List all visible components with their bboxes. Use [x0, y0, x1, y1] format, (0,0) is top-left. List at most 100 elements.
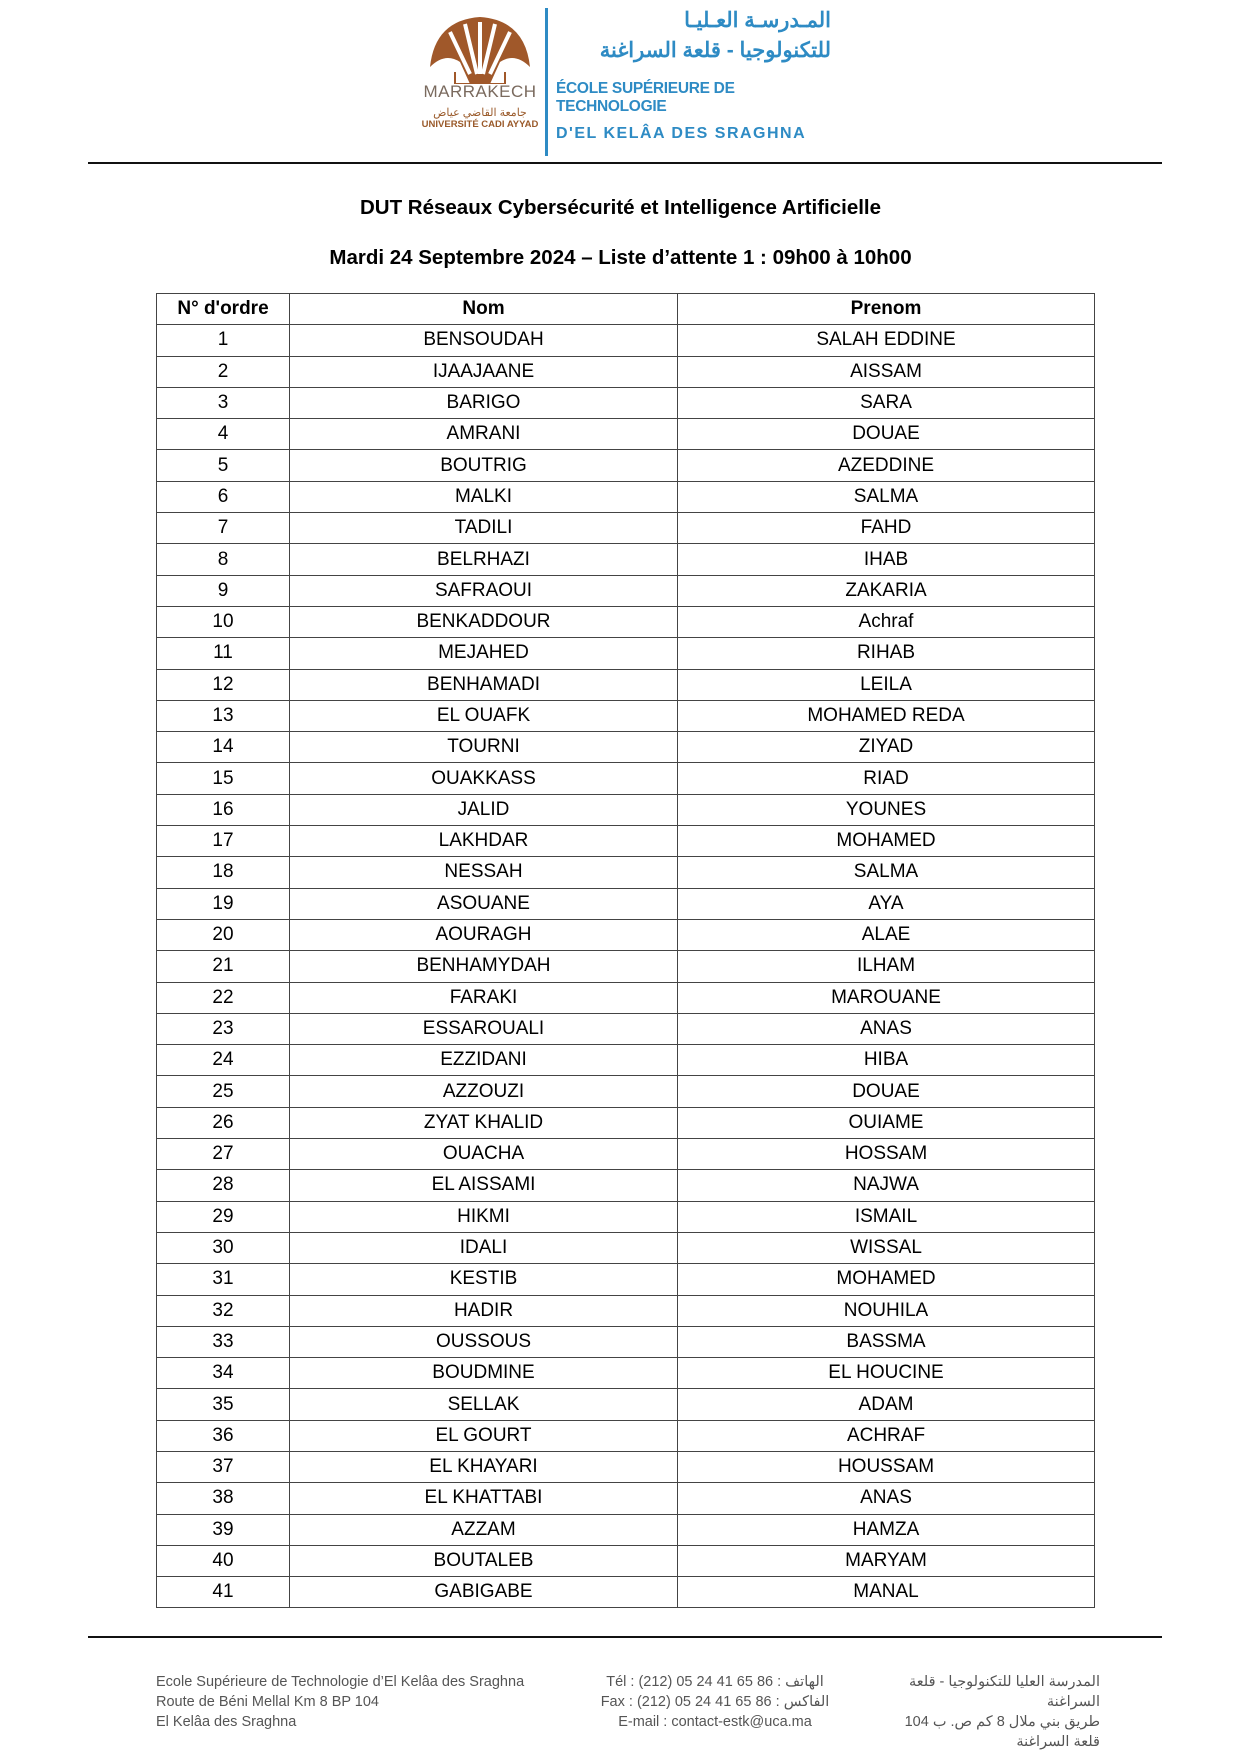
- table-row: 16 JALID YOUNES: [156, 793, 1095, 827]
- cell-nom: NESSAH: [289, 856, 678, 889]
- cell-nom: EZZIDANI: [289, 1044, 678, 1077]
- cell-nom: ESSAROUALI: [289, 1012, 678, 1046]
- cell-nom: HADIR: [289, 1294, 678, 1327]
- school-name-ar-2: للتكنولوجيا - قلعة السراغنة: [599, 39, 831, 62]
- cell-order: 1: [156, 324, 290, 357]
- table-row: 22 FARAKI MAROUANE: [156, 981, 1095, 1014]
- cell-order: 17: [156, 825, 290, 858]
- header-order: N° d'ordre: [156, 292, 290, 326]
- cell-nom: FARAKI: [289, 981, 678, 1014]
- cell-prenom: AISSAM: [677, 355, 1095, 388]
- document-title: DUT Réseaux Cybersécurité et Intelligenc…: [359, 196, 882, 219]
- cell-order: 2: [156, 355, 290, 388]
- cell-prenom: Achraf: [677, 605, 1095, 639]
- cell-nom: MEJAHED: [289, 637, 678, 670]
- cell-prenom: IHAB: [677, 543, 1095, 576]
- table-row: 17 LAKHDAR MOHAMED: [156, 825, 1095, 858]
- cell-order: 6: [156, 480, 290, 514]
- cell-nom: AMRANI: [289, 418, 678, 451]
- table-row: 29 HIKMI ISMAIL: [156, 1200, 1095, 1233]
- table-row: 19 ASOUANE AYA: [156, 887, 1095, 920]
- table-row: 34 BOUDMINE EL HOUCINE: [156, 1357, 1095, 1390]
- cell-order: 15: [156, 762, 290, 795]
- footer-line: Ecole Supérieure de Technologie d’El Kel…: [156, 1674, 525, 1690]
- cell-order: 35: [156, 1388, 290, 1421]
- cell-order: 26: [156, 1106, 290, 1140]
- table-row: 37 EL KHAYARI HOUSSAM: [156, 1450, 1095, 1484]
- cell-order: 9: [156, 574, 290, 607]
- cell-prenom: EL HOUCINE: [677, 1357, 1095, 1390]
- cell-prenom: NOUHILA: [677, 1294, 1095, 1327]
- table-row: 25 AZZOUZI DOUAE: [156, 1075, 1095, 1108]
- cell-order: 21: [156, 950, 290, 983]
- cell-prenom: AYA: [677, 887, 1095, 920]
- cell-order: 13: [156, 699, 290, 733]
- cell-prenom: ADAM: [677, 1388, 1095, 1421]
- cell-prenom: ALAE: [677, 918, 1095, 952]
- cell-prenom: RIAD: [677, 762, 1095, 795]
- footer-phone: Tél : (212) 05 24 41 65 86 : الهاتف: [606, 1674, 824, 1690]
- table-row: 23 ESSAROUALI ANAS: [156, 1012, 1095, 1046]
- logo-university: UNIVERSITÉ CADI AYYAD: [421, 119, 539, 130]
- footer-line: طريق بني ملال 8 كم ص. ب 104: [904, 1714, 1100, 1730]
- footer-fax: Fax : (212) 05 24 41 65 86 : الفاكس: [600, 1694, 830, 1710]
- footer-line: El Kelâa des Sraghna: [156, 1714, 297, 1730]
- cell-prenom: HOSSAM: [677, 1138, 1095, 1171]
- cell-prenom: SARA: [677, 386, 1095, 420]
- table-row: 6 MALKI SALMA: [156, 480, 1095, 514]
- footer-rule: [88, 1636, 1162, 1638]
- school-name-ar-1: المـدرسـة العـليـا: [684, 9, 831, 32]
- cell-order: 36: [156, 1419, 290, 1452]
- table-row: 27 OUACHA HOSSAM: [156, 1138, 1095, 1171]
- cell-prenom: ANAS: [677, 1482, 1095, 1515]
- cell-order: 23: [156, 1012, 290, 1046]
- cell-nom: KESTIB: [289, 1263, 678, 1296]
- cell-prenom: ANAS: [677, 1012, 1095, 1046]
- table-row: 30 IDALI WISSAL: [156, 1231, 1095, 1265]
- cell-prenom: ILHAM: [677, 950, 1095, 983]
- cell-prenom: AZEDDINE: [677, 449, 1095, 482]
- school-name-fr-1: ÉCOLE SUPÉRIEURE DE TECHNOLOGIE: [556, 80, 735, 115]
- cell-order: 22: [156, 981, 290, 1014]
- cell-prenom: ISMAIL: [677, 1200, 1095, 1233]
- cell-nom: JALID: [289, 793, 678, 827]
- cell-nom: MALKI: [289, 480, 678, 514]
- cell-nom: TADILI: [289, 512, 678, 545]
- table-row: 8 BELRHAZI IHAB: [156, 543, 1095, 576]
- table-header-row: N° d'ordre Nom Prenom: [156, 292, 1095, 326]
- table-row: 12 BENHAMADI LEILA: [156, 668, 1095, 701]
- cell-prenom: BASSMA: [677, 1325, 1095, 1359]
- document-subtitle: Mardi 24 Septembre 2024 – Liste d’attent…: [329, 246, 912, 269]
- cell-prenom: ACHRAF: [677, 1419, 1095, 1452]
- footer-line: قلعة السراغنة: [1016, 1734, 1100, 1750]
- table-row: 32 HADIR NOUHILA: [156, 1294, 1095, 1327]
- header-prenom: Prenom: [677, 292, 1095, 326]
- cell-nom: EL KHAYARI: [289, 1450, 678, 1484]
- cell-prenom: FAHD: [677, 512, 1095, 545]
- cell-order: 32: [156, 1294, 290, 1327]
- cell-nom: GABIGABE: [289, 1576, 678, 1609]
- cell-prenom: DOUAE: [677, 1075, 1095, 1108]
- cell-nom: AOURAGH: [289, 918, 678, 952]
- cell-prenom: MARYAM: [677, 1544, 1095, 1578]
- cell-order: 31: [156, 1263, 290, 1296]
- cell-nom: BENSOUDAH: [289, 324, 678, 357]
- table-row: 40 BOUTALEB MARYAM: [156, 1544, 1095, 1578]
- cell-order: 40: [156, 1544, 290, 1578]
- footer-line: Route de Béni Mellal Km 8 BP 104: [156, 1694, 380, 1710]
- footer-email: E-mail : contact-estk@uca.ma: [618, 1714, 812, 1730]
- cell-nom: OUACHA: [289, 1138, 678, 1171]
- cell-nom: BENHAMADI: [289, 668, 678, 701]
- cell-order: 39: [156, 1513, 290, 1546]
- cell-nom: AZZOUZI: [289, 1075, 678, 1108]
- cell-prenom: ZAKARIA: [677, 574, 1095, 607]
- cell-prenom: HIBA: [677, 1044, 1095, 1077]
- cell-order: 27: [156, 1138, 290, 1171]
- cell-nom: ZYAT KHALID: [289, 1106, 678, 1140]
- table-row: 3 BARIGO SARA: [156, 386, 1095, 420]
- cell-order: 10: [156, 605, 290, 639]
- cell-order: 37: [156, 1450, 290, 1484]
- cell-order: 24: [156, 1044, 290, 1077]
- table-row: 10 BENKADDOUR Achraf: [156, 605, 1095, 639]
- cell-nom: SAFRAOUI: [289, 574, 678, 607]
